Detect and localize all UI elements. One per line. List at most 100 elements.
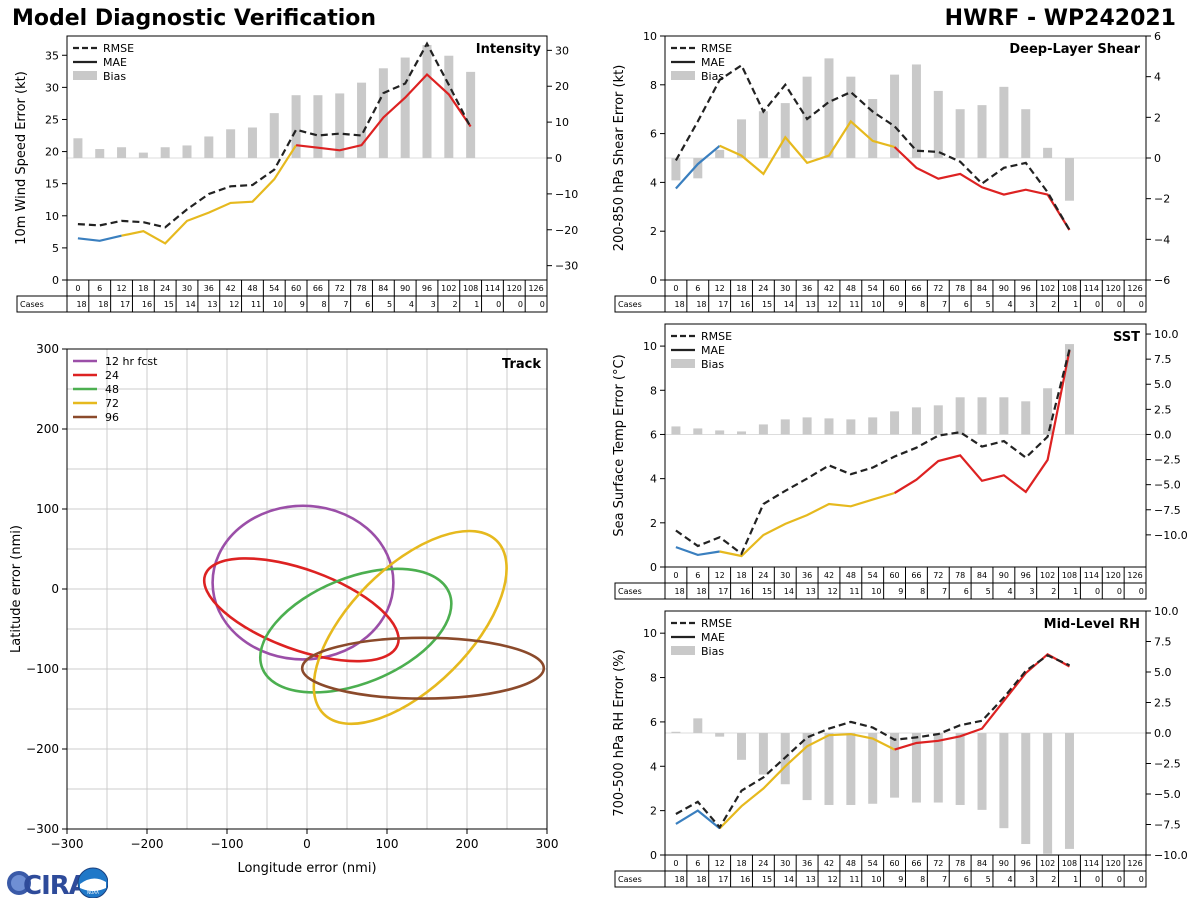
case-cell: 15 [762,300,772,309]
bias-bar [671,731,681,733]
case-cell: 4 [1008,875,1013,884]
hour-cell: 78 [955,284,965,293]
y2-tick-label: 0 [555,152,562,165]
legend-bias-swatch [671,646,695,655]
bias-bar [715,149,725,158]
hour-cell: 18 [736,859,746,868]
case-cell: 10 [871,300,881,309]
track-ellipse-24 [202,557,400,663]
x-tick-label: −200 [131,837,164,851]
bias-bar [911,407,921,435]
hour-cell: 18 [736,571,746,580]
case-cell: 16 [740,875,750,884]
bias-bar [737,119,747,158]
case-cell: 8 [920,587,925,596]
hour-cell: 54 [269,284,279,293]
case-cell: 2 [1051,875,1056,884]
case-cell: 13 [806,587,816,596]
bias-bar [846,76,856,158]
mae-line-mid [718,732,896,830]
mae-line-mid [121,144,298,245]
case-cell: 0 [1095,875,1100,884]
bias-bar [737,431,747,435]
y2-tick-label: −4 [1154,233,1170,246]
bias-bar [73,138,83,158]
case-cell: 14 [186,300,196,309]
y2-tick-label: 10.0 [1154,605,1179,618]
legend-bias-swatch [73,71,97,80]
cases-label: Cases [618,587,642,596]
hour-cell: 48 [247,284,257,293]
hour-cell: 6 [695,859,700,868]
hour-cell: 120 [507,284,522,293]
bias-bar [999,733,1009,829]
rmse-line [77,41,472,229]
case-cell: 0 [1095,587,1100,596]
hour-cell: 54 [868,571,878,580]
legend-bias-swatch [671,71,695,80]
legend-label: 72 [105,397,119,410]
hour-cell: 66 [911,284,921,293]
y2-tick-label: 0.0 [1154,428,1172,441]
y2-tick-label: −2 [1154,193,1170,206]
case-cell: 6 [964,300,969,309]
case-cell: 1 [1073,300,1078,309]
case-cell: 18 [674,587,684,596]
case-cell: 18 [696,875,706,884]
hour-cell: 0 [673,284,678,293]
y-tick-label: 100 [36,502,59,516]
case-cell: 13 [806,300,816,309]
hour-cell: 24 [758,571,768,580]
legend-label: 24 [105,369,119,382]
cases-table: Cases01861812171816241530143613421248115… [16,279,548,313]
hour-cell: 120 [1106,571,1121,580]
mae-line-late [894,350,1071,494]
hour-cell: 48 [846,284,856,293]
panel-title: Track [502,357,541,372]
y-tick-label: 8 [650,384,657,397]
hour-cell: 72 [933,859,943,868]
bias-bar [758,424,768,435]
bias-bar [1043,733,1053,854]
hour-cell: 84 [977,571,987,580]
case-cell: 0 [1117,300,1122,309]
panel-title: Deep-Layer Shear [1009,42,1140,57]
panel-title: Mid-Level RH [1044,617,1140,632]
hour-cell: 84 [378,284,388,293]
y-tick-label: 8 [650,672,657,685]
y-tick-label: 0 [650,274,657,287]
hour-cell: 120 [1106,859,1121,868]
bias-bar [999,86,1009,158]
bias-bar [1021,401,1031,435]
bias-bar [182,145,192,158]
bias-bar [1064,733,1074,849]
bias-bar [846,419,856,435]
case-cell: 0 [1139,875,1144,884]
bias-bar [466,71,476,158]
case-cell: 9 [300,300,305,309]
bias-bar [1043,147,1053,158]
y2-tick-label: 7.5 [1154,636,1172,649]
y2-tick-label: 7.5 [1154,353,1172,366]
y-tick-label: 35 [45,49,59,62]
bias-bar [780,419,790,435]
bias-bar [933,405,943,435]
track-ellipse-12 [211,504,395,661]
case-cell: 16 [142,300,152,309]
bias-bar [335,93,345,158]
case-cell: 8 [322,300,327,309]
case-cell: 7 [942,875,947,884]
bias-bar [693,428,703,435]
hour-cell: 120 [1106,284,1121,293]
case-cell: 4 [409,300,414,309]
cases-row [614,582,1147,600]
y-tick-label: 6 [650,428,657,441]
y2-tick-label: 10.0 [1154,328,1179,341]
case-cell: 0 [540,300,545,309]
y-tick-label: 4 [650,176,657,189]
y-tick-label: 200 [36,422,59,436]
y2-tick-label: 30 [555,44,569,57]
case-cell: 15 [164,300,174,309]
bias-bar [444,55,454,159]
bias-bar [204,136,214,158]
